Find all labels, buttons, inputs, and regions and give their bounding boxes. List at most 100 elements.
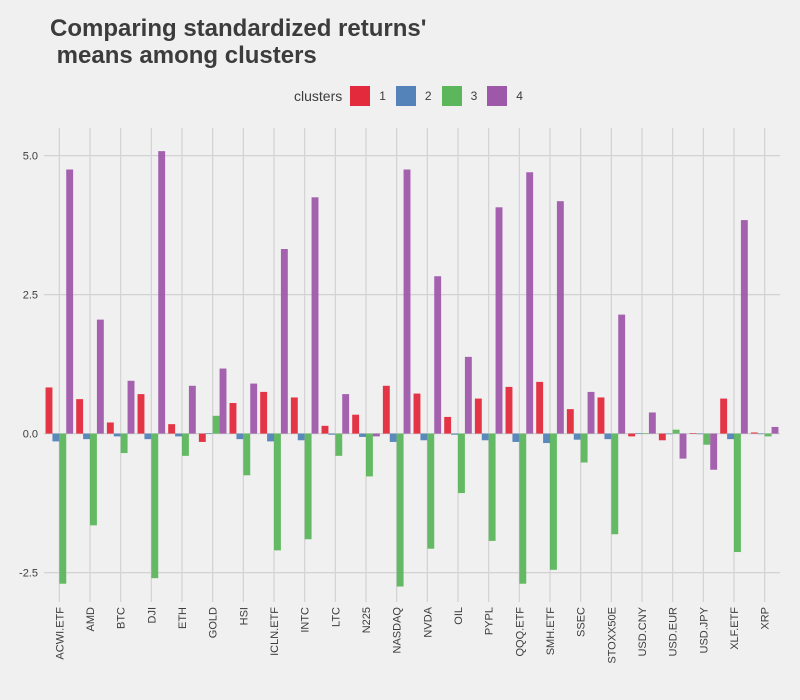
bar-xlf-etf-cluster-4 bbox=[740, 220, 748, 434]
y-tick-label: 0.0 bbox=[23, 429, 38, 441]
legend-key-4 bbox=[487, 86, 508, 106]
bar-qqq-etf-cluster-2 bbox=[512, 433, 520, 442]
x-tick-label: ACWI.ETF bbox=[54, 607, 66, 660]
x-tick-label: PYPL bbox=[484, 607, 496, 635]
x-tick-label: USD.CNY bbox=[637, 606, 649, 656]
x-tick-label: LTC bbox=[330, 607, 342, 627]
legend-label-1: 1 bbox=[379, 89, 386, 103]
bar-hsi-cluster-4 bbox=[250, 383, 258, 434]
bar-hsi-cluster-2 bbox=[236, 433, 244, 440]
x-tick-label: OIL bbox=[453, 607, 465, 625]
chart-title: Comparing standardized returns' means am… bbox=[50, 15, 427, 69]
bar-stoxx50e-cluster-4 bbox=[618, 314, 626, 434]
y-tick-label: 2.5 bbox=[23, 290, 38, 302]
bar-usd-jpy-cluster-3 bbox=[703, 433, 711, 445]
bar-nasdaq-cluster-1 bbox=[382, 385, 390, 434]
x-tick-label: SSEC bbox=[576, 607, 588, 637]
x-tick-label: ETH bbox=[177, 607, 189, 629]
y-axis-ticks: 5.0 2.5 0.0 -2.5 bbox=[19, 151, 38, 580]
x-tick-label: N225 bbox=[361, 607, 373, 633]
bar-smh-etf-cluster-4 bbox=[556, 201, 564, 434]
legend-title: clusters bbox=[294, 88, 343, 104]
bar-amd-cluster-2 bbox=[83, 433, 90, 440]
bar-n225-cluster-1 bbox=[352, 414, 360, 434]
x-tick-label: AMD bbox=[85, 607, 97, 632]
bar-usd-jpy-cluster-2 bbox=[696, 433, 704, 435]
bar-xrp-cluster-2 bbox=[757, 433, 765, 435]
x-tick-label: STOXX50E bbox=[606, 607, 618, 664]
bar-icln-etf-cluster-2 bbox=[267, 433, 274, 442]
bar-ltc-cluster-3 bbox=[335, 433, 343, 456]
legend-item-1: 1 bbox=[350, 86, 386, 106]
bar-ssec-cluster-3 bbox=[580, 433, 588, 463]
bar-n225-cluster-3 bbox=[366, 433, 373, 477]
bar-usd-cny-cluster-3 bbox=[642, 433, 649, 434]
bar-usd-cny-cluster-4 bbox=[648, 412, 656, 434]
x-axis-ticks: ACWI.ETF AMD BTC DJI ETH GOLD HSI ICLN.ETF INTC L… bbox=[54, 606, 771, 663]
bar-amd-cluster-1 bbox=[76, 399, 84, 434]
x-tick-label: USD.JPY bbox=[698, 606, 710, 653]
bar-qqq-etf-cluster-3 bbox=[519, 433, 527, 584]
bar-qqq-etf-cluster-1 bbox=[505, 386, 513, 434]
bar-pypl-cluster-4 bbox=[495, 207, 503, 434]
legend-key-3 bbox=[441, 86, 462, 106]
bar-gold-cluster-4 bbox=[219, 368, 227, 434]
bar-intc-cluster-4 bbox=[311, 197, 319, 434]
x-tick-label: DJI bbox=[146, 607, 158, 624]
legend-key-2 bbox=[395, 86, 416, 106]
bar-oil-cluster-4 bbox=[464, 356, 472, 434]
bar-xrp-cluster-1 bbox=[750, 432, 758, 434]
bar-gold-cluster-1 bbox=[198, 433, 206, 442]
bar-smh-etf-cluster-1 bbox=[536, 381, 544, 434]
bar-btc-cluster-1 bbox=[106, 422, 114, 434]
bar-nasdaq-cluster-2 bbox=[389, 433, 397, 442]
legend-item-3: 3 bbox=[441, 86, 477, 106]
bar-btc-cluster-4 bbox=[127, 380, 135, 434]
bar-xrp-cluster-4 bbox=[771, 426, 779, 434]
bar-usd-cny-cluster-1 bbox=[628, 433, 636, 437]
bar-nvda-cluster-2 bbox=[420, 433, 428, 441]
bar-dji-cluster-2 bbox=[144, 433, 152, 440]
bar-xrp-cluster-3 bbox=[764, 433, 772, 437]
bar-hsi-cluster-1 bbox=[229, 403, 237, 434]
x-tick-label: SMH.ETF bbox=[545, 607, 557, 656]
y-tick-label: -2.5 bbox=[19, 568, 38, 580]
bar-btc-cluster-3 bbox=[120, 433, 128, 454]
bar-usd-eur-cluster-1 bbox=[658, 433, 666, 441]
bar-dji-cluster-4 bbox=[158, 151, 166, 434]
bar-eth-cluster-1 bbox=[168, 424, 176, 434]
bar-acwi-etf-cluster-2 bbox=[52, 433, 60, 442]
x-tick-label: QQQ.ETF bbox=[514, 607, 526, 657]
bar-stoxx50e-cluster-2 bbox=[604, 433, 612, 440]
x-tick-label: ICLN.ETF bbox=[269, 607, 281, 656]
bar-stoxx50e-cluster-3 bbox=[611, 433, 619, 535]
bar-dji-cluster-3 bbox=[151, 433, 159, 579]
bar-pypl-cluster-2 bbox=[481, 433, 489, 441]
bar-icln-etf-cluster-1 bbox=[260, 391, 268, 434]
bar-eth-cluster-3 bbox=[182, 433, 189, 456]
bar-nvda-cluster-4 bbox=[434, 276, 442, 434]
bar-smh-etf-cluster-3 bbox=[550, 433, 557, 570]
legend-label-2: 2 bbox=[424, 89, 432, 103]
bar-eth-cluster-4 bbox=[188, 385, 196, 434]
x-tick-label: HSI bbox=[238, 607, 250, 625]
bar-icln-etf-cluster-3 bbox=[274, 433, 281, 551]
x-tick-label: BTC bbox=[116, 607, 128, 629]
bar-nasdaq-cluster-3 bbox=[396, 433, 404, 587]
bar-pypl-cluster-1 bbox=[474, 398, 482, 434]
bar-usd-jpy-cluster-4 bbox=[710, 433, 718, 470]
bar-nasdaq-cluster-4 bbox=[403, 169, 411, 434]
bar-nvda-cluster-3 bbox=[427, 433, 435, 549]
bar-icln-etf-cluster-4 bbox=[280, 249, 288, 434]
bar-usd-cny-cluster-2 bbox=[635, 433, 642, 434]
bar-amd-cluster-3 bbox=[90, 433, 97, 526]
bar-xlf-etf-cluster-1 bbox=[720, 398, 728, 434]
bar-ltc-cluster-4 bbox=[342, 394, 350, 434]
bar-acwi-etf-cluster-4 bbox=[66, 169, 74, 434]
bar-oil-cluster-2 bbox=[451, 433, 458, 435]
x-tick-label: XLF.ETF bbox=[729, 607, 741, 650]
x-tick-label: NVDA bbox=[422, 606, 434, 637]
bar-acwi-etf-cluster-1 bbox=[45, 387, 53, 434]
bar-eth-cluster-2 bbox=[175, 433, 182, 437]
